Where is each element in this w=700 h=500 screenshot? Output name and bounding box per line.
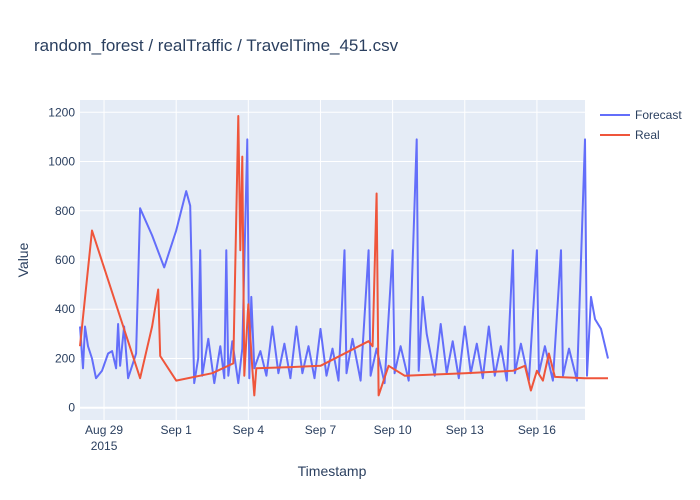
- y-tick-label: 0: [68, 401, 75, 415]
- y-axis-title: Value: [15, 242, 31, 277]
- legend-item-forecast[interactable]: Forecast: [600, 108, 682, 122]
- legend-item-real[interactable]: Real: [600, 128, 660, 142]
- y-tick-label: 1200: [48, 105, 75, 119]
- x-tick-label: Sep 13: [446, 423, 484, 437]
- legend-label: Forecast: [635, 108, 682, 122]
- y-tick-label: 400: [55, 302, 75, 316]
- x-tick-label: Sep 1: [161, 423, 193, 437]
- y-tick-label: 800: [55, 204, 75, 218]
- x-tick-label: Aug 29: [85, 423, 123, 437]
- y-tick-label: 600: [55, 253, 75, 267]
- series-line-real: [79, 115, 608, 397]
- x-tick-label: Sep 16: [518, 423, 556, 437]
- x-axis-ticks: Aug 29 2015 Sep 1 Sep 4 Sep 7 Sep 10 Sep 13 Sep…: [85, 423, 556, 453]
- series-line-forecast: [79, 138, 609, 385]
- legend[interactable]: Forecast Real: [600, 108, 682, 142]
- x-tick-label: Sep 7: [305, 423, 337, 437]
- chart-title: random_forest / realTraffic / TravelTime…: [34, 36, 399, 55]
- series-layer: [79, 115, 609, 397]
- legend-label: Real: [635, 128, 660, 142]
- y-tick-label: 1000: [48, 155, 75, 169]
- x-axis-title: Timestamp: [298, 463, 367, 479]
- y-tick-label: 200: [55, 351, 75, 365]
- x-tick-label: Sep 4: [233, 423, 265, 437]
- y-axis-ticks: 0 200 400 600 800 1000 1200: [48, 105, 75, 414]
- x-tick-sublabel: 2015: [91, 439, 118, 453]
- x-tick-label: Sep 10: [374, 423, 412, 437]
